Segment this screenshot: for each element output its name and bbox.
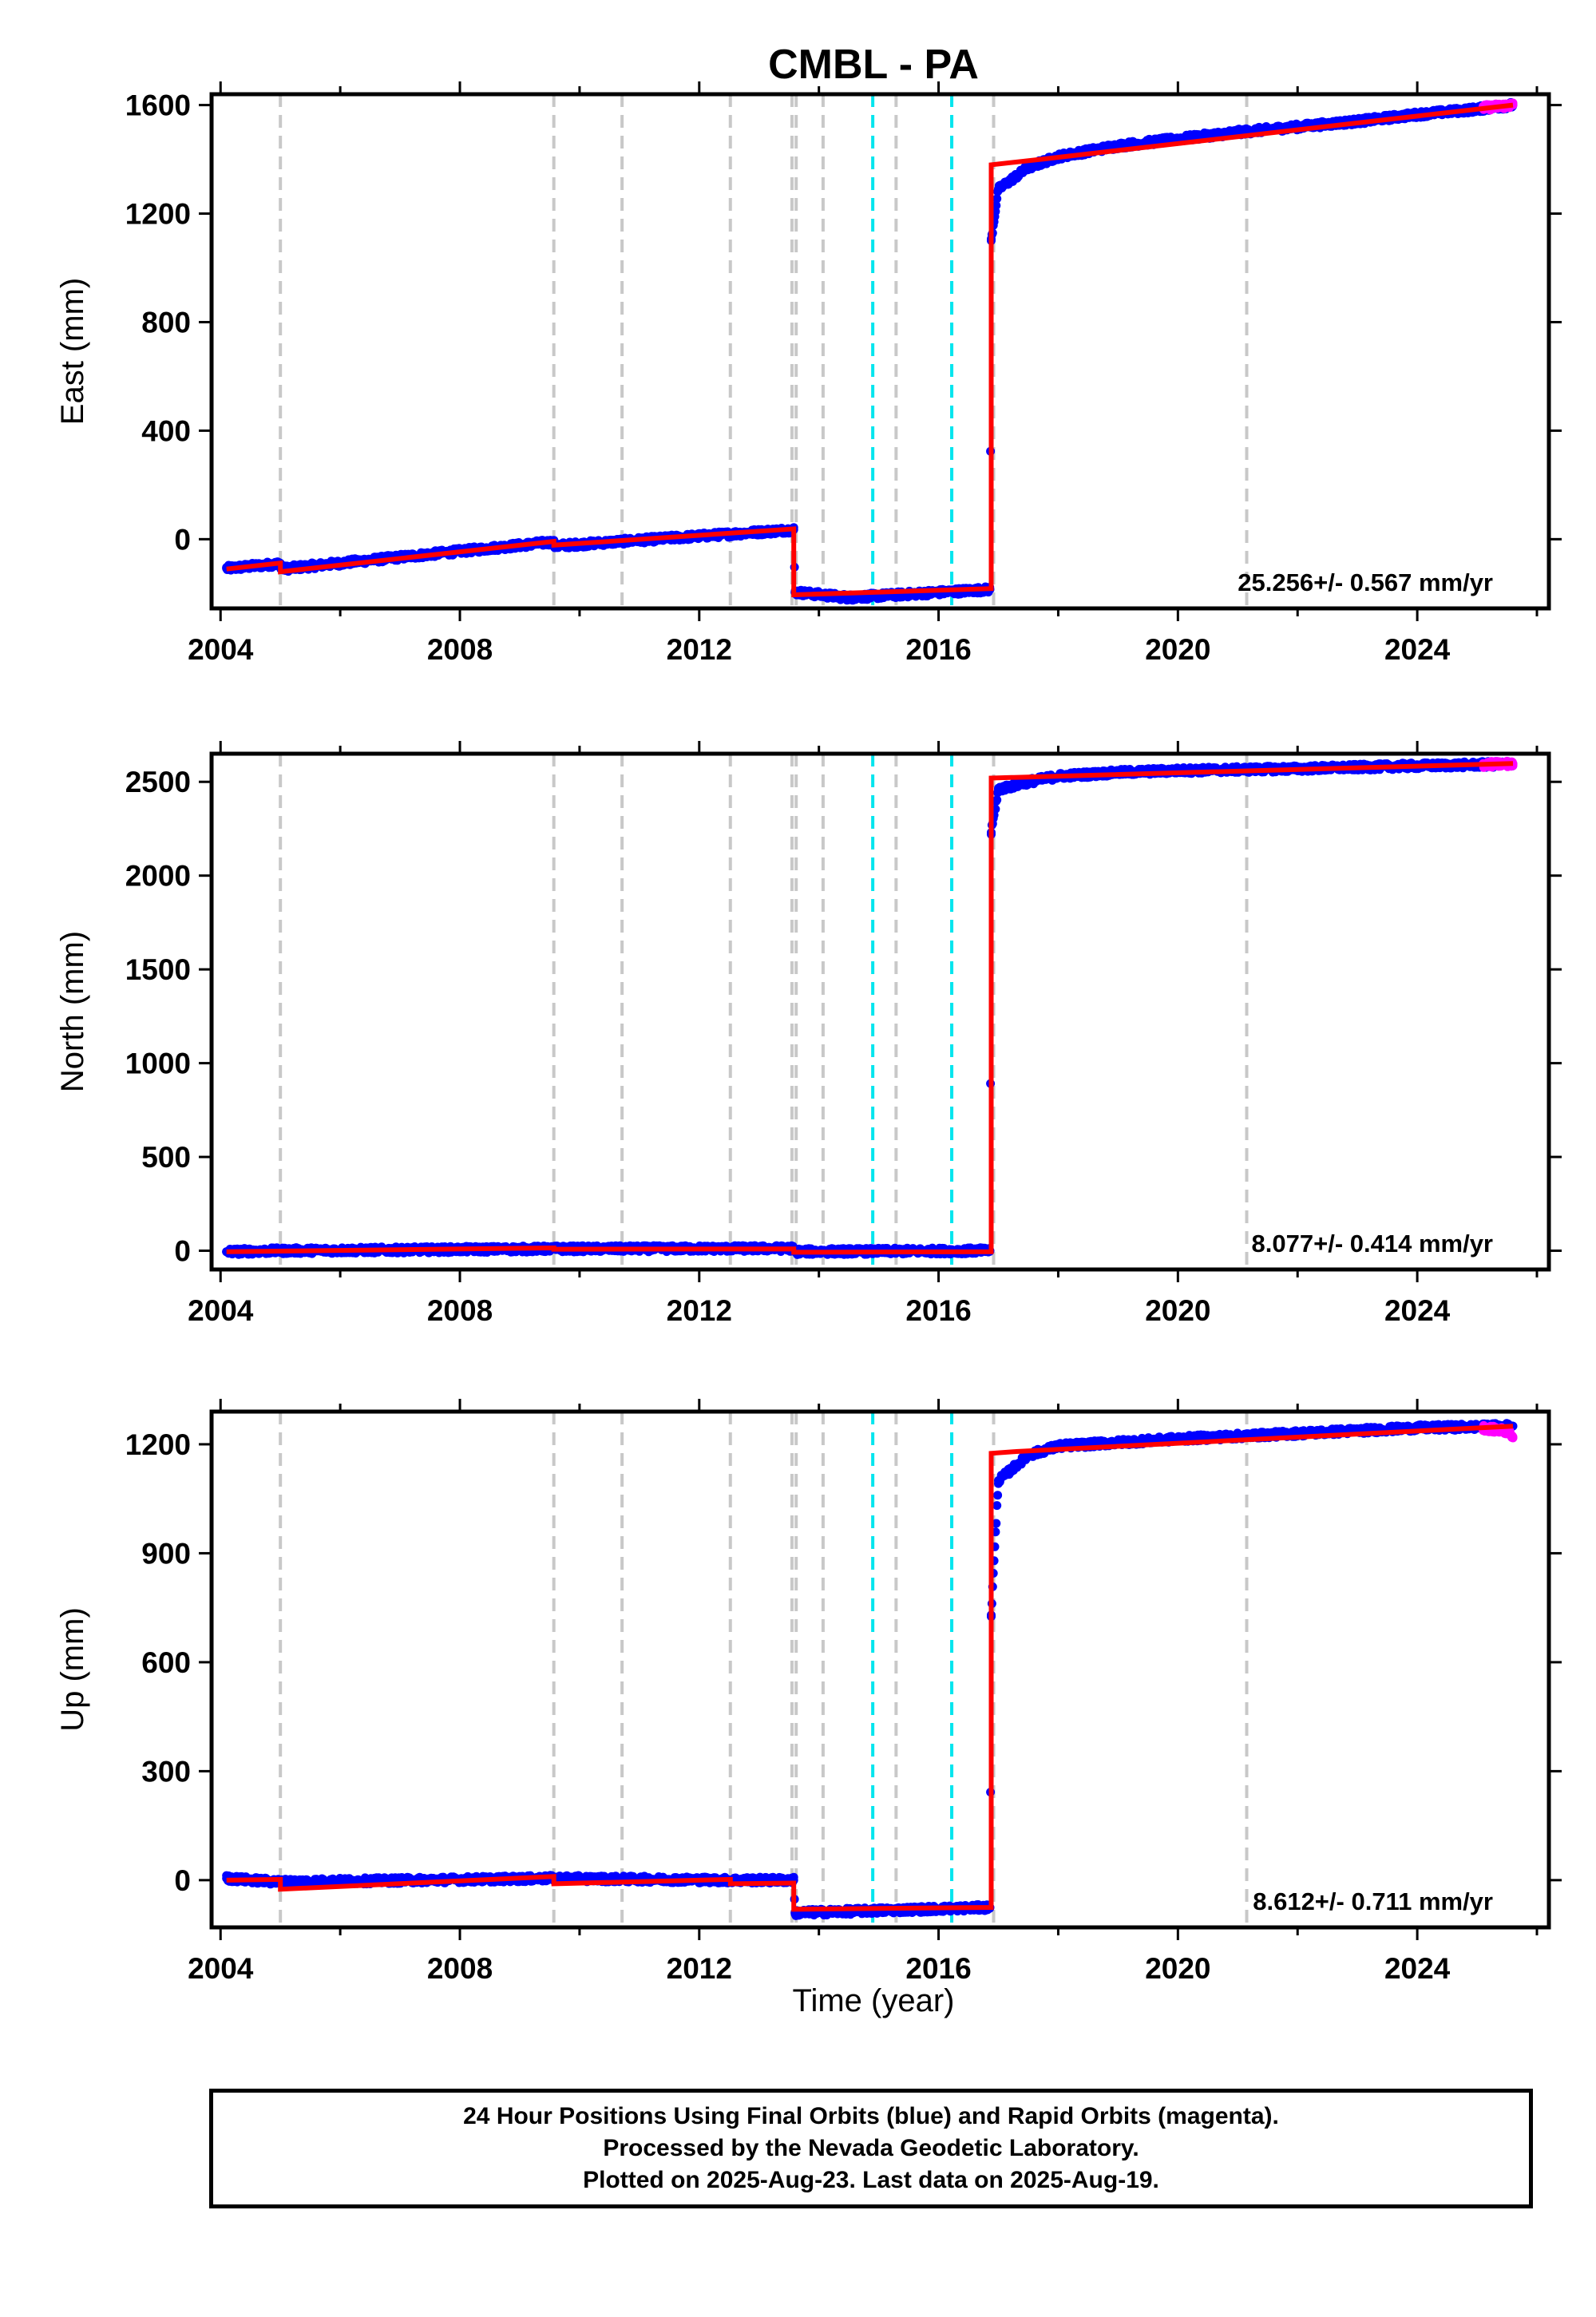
y-tick-label: 1200 [125,198,191,231]
y-axis-label: East (mm) [55,278,90,425]
panel-east: 2004 2008 2012 2016 2020 2024 0 400 800 1200 1600 E… [55,81,1562,666]
blue-position-point [1024,163,1033,172]
blue-position-point [992,200,1001,210]
x-tick-label: 2008 [427,633,493,666]
y-tick-label: 0 [174,523,191,556]
panel-north: 2004 2008 2012 2016 2020 2024 0 500 1000 1500 2000… [55,741,1562,1327]
x-tick-label: 2004 [188,1294,254,1327]
y-tick-label: 2500 [125,766,191,798]
x-tick-label: 2024 [1384,633,1451,666]
blue-daily-positions [222,1419,1518,1920]
blue-position-point [992,1501,1002,1511]
blue-position-point [992,1519,1001,1528]
y-tick-label: 400 [141,414,191,447]
series-east [222,97,1518,605]
x-tick-label: 2016 [905,1294,971,1327]
y-tick-label: 1000 [125,1048,191,1080]
plot-frame-north [209,751,1551,1272]
y-tick-label: 0 [174,1235,191,1268]
x-tick-label: 2024 [1384,1294,1451,1327]
y-tick-label: 500 [141,1141,191,1174]
series-north [222,756,1518,1259]
chart-title: CMBL - PA [768,42,979,88]
y-tick-label: 2000 [125,860,191,893]
blue-position-point [1024,777,1033,786]
x-tick-label: 2008 [427,1294,493,1327]
x-tick-label: 2020 [1145,633,1210,666]
x-tick-label: 2004 [188,633,254,666]
y-tick-label: 800 [141,306,191,339]
blue-position-point [992,795,1002,805]
blue-daily-positions [222,757,1518,1259]
x-tick-label: 2012 [667,1294,732,1327]
x-tick-label: 2020 [1145,1294,1210,1327]
event-lines-north [279,754,1249,1269]
y-tick-label: 1500 [125,953,191,986]
blue-position-point [992,194,1002,204]
blue-position-point [994,785,1003,794]
y-axis-label: North (mm) [55,931,90,1092]
y-tick-label: 1600 [125,89,191,122]
plot-frame-east [209,92,1551,611]
velocity-rate-label: 25.256+/- 0.567 mm/yr [1238,568,1493,596]
event-lines-up [279,1412,1249,1927]
x-tick-label: 2016 [905,633,971,666]
blue-position-point [993,1491,1003,1500]
model-fit-line [226,761,1514,1255]
velocity-rate-label: 8.077+/- 0.414 mm/yr [1252,1230,1493,1258]
blue-daily-positions [222,97,1518,605]
event-lines-east [279,94,1249,608]
model-fit-line [226,102,1514,598]
series-up [222,1419,1518,1920]
blue-position-point [994,184,1003,194]
panel-up: 2004 2008 2012 2016 2020 202403006009001200Up… [55,1399,1562,1985]
x-tick-label: 2012 [667,633,732,666]
